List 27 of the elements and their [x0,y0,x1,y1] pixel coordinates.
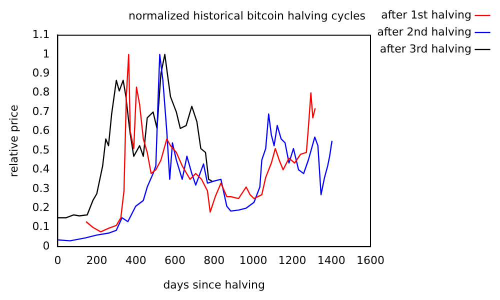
y-tick-label: 0.7 [32,104,50,118]
x-tick-label: 400 [125,254,146,268]
legend-label: after 2nd halving [377,25,472,38]
x-tick-label: 0 [54,254,62,268]
x-tick-label: 800 [204,254,225,268]
y-tick-label: 0.5 [32,143,50,156]
y-tick-label: 0.6 [32,124,50,138]
x-tick-label: 1600 [356,254,384,268]
y-tick-label: 0.8 [32,86,50,99]
y-tick-label: 0.4 [32,162,50,176]
x-tick-label: 200 [86,254,108,268]
y-tick-label: 1.1 [32,28,50,42]
chart-title: normalized historical bitcoin halving cycles [128,9,366,22]
y-tick-label: 0.9 [32,66,50,80]
legend-label: after 1st halving [381,8,472,22]
y-tick-label: 0 [42,239,50,252]
x-tick-label: 600 [164,254,186,268]
y-tick-label: 0.2 [32,201,50,214]
y-axis-title: relative price [7,104,20,178]
legend-label: after 3rd halving [380,42,472,56]
x-axis-title: days since halving [163,278,266,292]
x-tick-label: 1200 [278,254,306,268]
y-tick-label: 0.1 [32,220,50,234]
x-tick-label: 1400 [317,254,346,268]
y-tick-label: 1 [42,47,50,60]
x-tick-label: 1000 [239,254,268,268]
y-tick-label: 0.3 [32,182,50,195]
